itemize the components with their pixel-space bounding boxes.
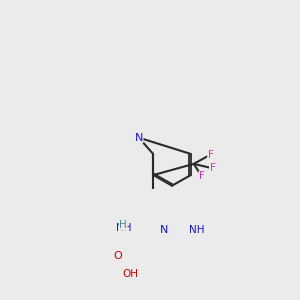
Text: NH: NH	[116, 223, 131, 232]
Text: H: H	[119, 220, 127, 230]
Text: N: N	[160, 225, 168, 235]
Text: NH: NH	[189, 225, 205, 235]
Text: OH: OH	[122, 269, 138, 279]
Text: F: F	[199, 171, 205, 182]
Text: N: N	[135, 133, 143, 142]
Text: O: O	[113, 251, 122, 261]
Text: F: F	[208, 149, 214, 160]
Text: F: F	[210, 163, 215, 173]
